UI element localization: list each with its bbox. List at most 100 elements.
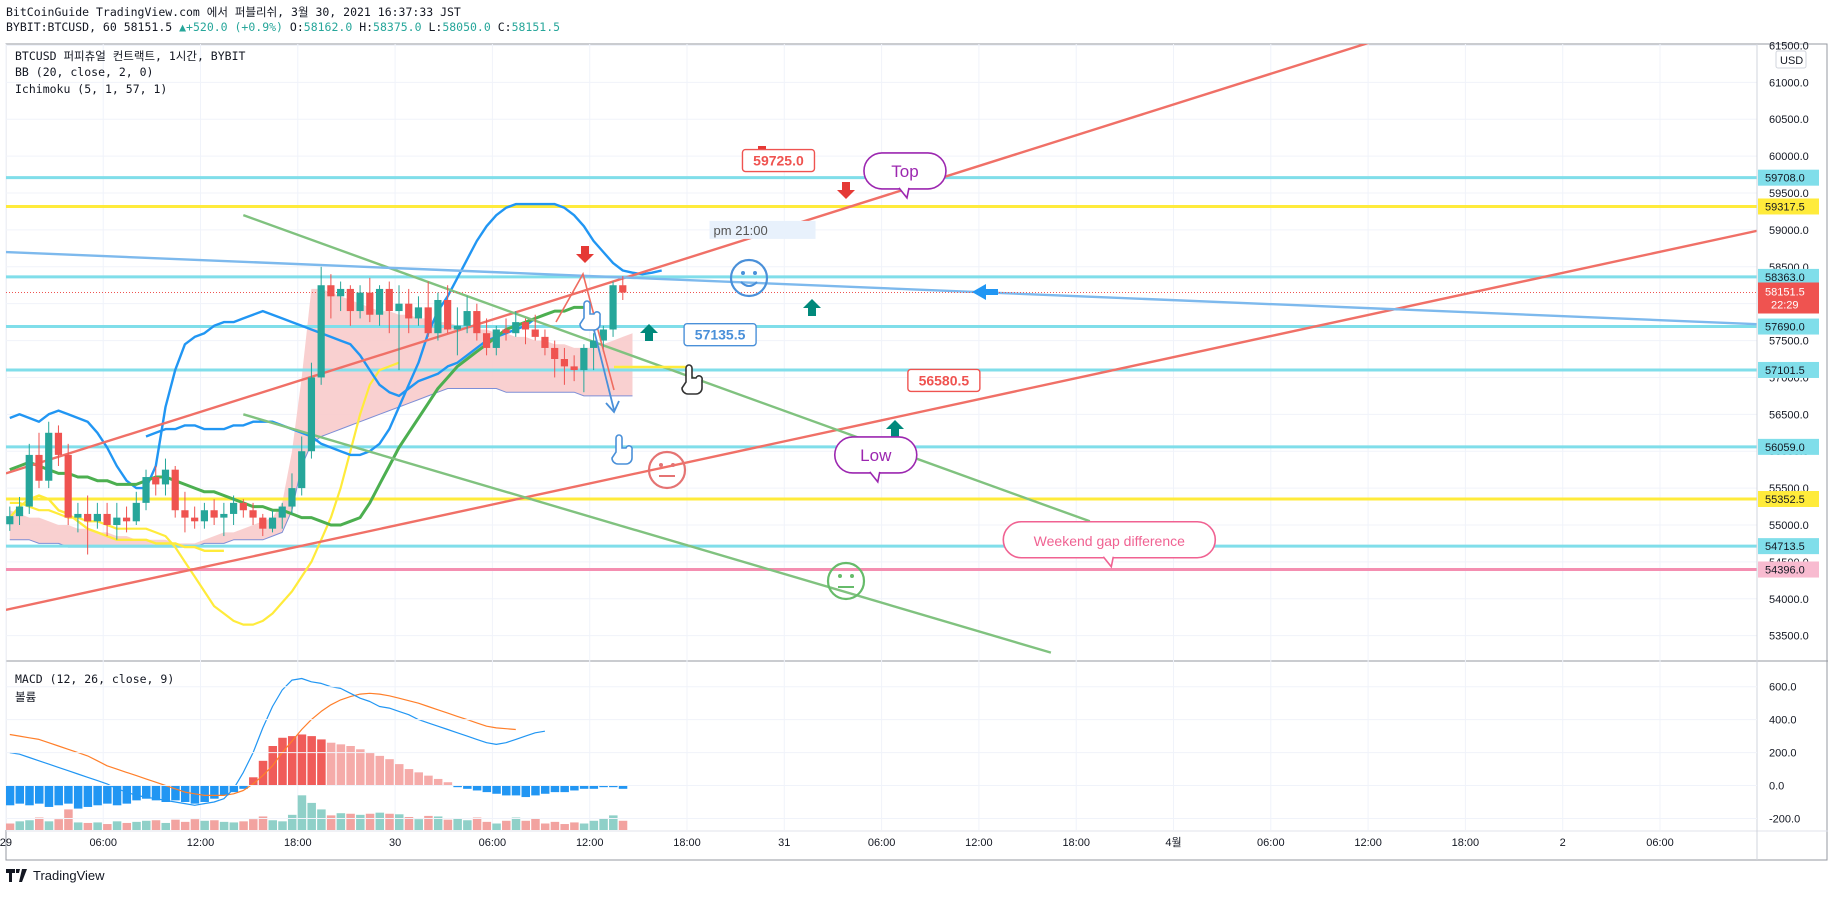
macd-histogram-bar [356, 749, 365, 786]
level-label: 59317.5 [1765, 201, 1805, 213]
candle[interactable] [453, 325, 461, 330]
time-axis[interactable]: 29 06:00 12:00 18:00 30 06:00 12:00 18:00 31 06:0… [0, 836, 1674, 849]
level-label-box [1758, 438, 1819, 455]
candle[interactable] [191, 517, 199, 522]
annotation-red[interactable]: 59725.0 [741, 148, 816, 173]
legend-volume[interactable]: 볼륨 [15, 690, 37, 704]
candle[interactable] [200, 510, 208, 522]
candle[interactable] [142, 477, 150, 503]
candle[interactable] [366, 292, 374, 315]
volume-bar [219, 821, 229, 830]
candle[interactable] [239, 502, 247, 511]
candle[interactable] [84, 513, 92, 522]
candle[interactable] [521, 322, 530, 330]
candle[interactable] [463, 311, 471, 326]
candle[interactable] [54, 432, 63, 455]
candle[interactable] [93, 513, 101, 522]
candle[interactable] [444, 299, 452, 330]
annotation-blue[interactable]: 57135.5 [683, 322, 757, 347]
tradingview-footer[interactable]: TradingView [6, 868, 105, 883]
candle[interactable] [385, 288, 393, 312]
candle[interactable] [482, 333, 491, 348]
macd-histogram-bar [326, 742, 336, 786]
candle[interactable] [298, 451, 306, 489]
candle[interactable] [278, 506, 286, 518]
ohlc-value: 58375.0 [373, 20, 422, 34]
candle[interactable] [619, 285, 627, 293]
candle[interactable] [64, 454, 72, 518]
candle[interactable] [210, 510, 218, 518]
legend-bb[interactable]: BB (20, close, 2, 0) [15, 65, 154, 79]
candle[interactable] [551, 347, 559, 360]
candle[interactable] [113, 517, 121, 525]
candle[interactable] [307, 377, 316, 452]
candle[interactable] [259, 517, 267, 529]
candle[interactable] [560, 359, 569, 367]
candle[interactable] [531, 329, 539, 337]
macd-histogram-bar [414, 772, 423, 786]
candle[interactable] [414, 307, 423, 319]
candle[interactable] [327, 285, 335, 297]
candle[interactable] [6, 516, 14, 525]
volume-bar [482, 821, 492, 830]
macd-pane[interactable] [6, 677, 628, 831]
candle[interactable] [492, 329, 500, 348]
candle[interactable] [103, 513, 111, 525]
candle[interactable] [25, 454, 33, 507]
candle[interactable] [356, 292, 364, 312]
candle[interactable] [161, 469, 170, 485]
candle[interactable] [132, 502, 140, 522]
volume-bar [180, 821, 190, 830]
candle[interactable] [122, 517, 131, 522]
macd-histogram-bar [346, 746, 355, 786]
candle[interactable] [317, 285, 325, 378]
ohlc-key: L: [428, 20, 443, 34]
candle[interactable] [268, 517, 277, 529]
candle[interactable] [74, 513, 82, 518]
candle[interactable] [580, 347, 588, 371]
candle[interactable] [512, 322, 520, 334]
candle[interactable] [395, 303, 403, 312]
candle[interactable] [220, 513, 228, 518]
annotation-bubble-purple[interactable]: Top [863, 152, 947, 200]
price-axis[interactable]: 53500.054000.054500.055000.055500.056000… [1756, 40, 1819, 860]
volume-bar [210, 820, 219, 830]
candle[interactable] [570, 366, 578, 371]
macd-histogram-bar [34, 785, 44, 804]
candle[interactable] [15, 506, 24, 517]
legend-ichimoku[interactable]: Ichimoku (5, 1, 57, 1) [15, 82, 168, 96]
candle[interactable] [541, 336, 549, 348]
annotation-bubble-purple[interactable]: Low [833, 436, 918, 484]
candle[interactable] [337, 288, 345, 297]
candle[interactable] [405, 303, 413, 319]
candle[interactable] [45, 432, 53, 481]
candle[interactable] [609, 285, 617, 330]
candle[interactable] [375, 288, 384, 315]
candle[interactable] [35, 454, 43, 481]
candle[interactable] [590, 340, 598, 348]
annotation-plain[interactable]: pm 21:00 [709, 220, 816, 239]
hand-pointer-icon [681, 364, 703, 395]
main-pane[interactable]: 59725.0 56580.5 57135.5 pm 21:00 Top Low Weeke… [6, 42, 1761, 654]
legend-macd[interactable]: MACD (12, 26, close, 9) [15, 672, 175, 686]
face-outline [729, 258, 769, 298]
volume-bar [278, 821, 287, 830]
candle[interactable] [181, 510, 189, 518]
volume-bar [249, 819, 258, 830]
candle[interactable] [171, 469, 179, 511]
annotation-red[interactable]: 56580.5 [907, 368, 981, 393]
volume-bar [599, 818, 608, 830]
candle[interactable] [288, 488, 296, 507]
candle[interactable] [249, 510, 257, 518]
grid [5, 44, 1757, 830]
candle[interactable] [424, 307, 432, 334]
candle[interactable] [152, 477, 160, 485]
candle[interactable] [346, 288, 354, 312]
candle[interactable] [599, 329, 607, 341]
candle[interactable] [229, 502, 238, 514]
annotation-bubble-pink[interactable]: Weekend gap difference [1002, 520, 1217, 569]
candle[interactable] [473, 311, 481, 334]
candle[interactable] [502, 329, 510, 334]
candle[interactable] [434, 299, 442, 334]
